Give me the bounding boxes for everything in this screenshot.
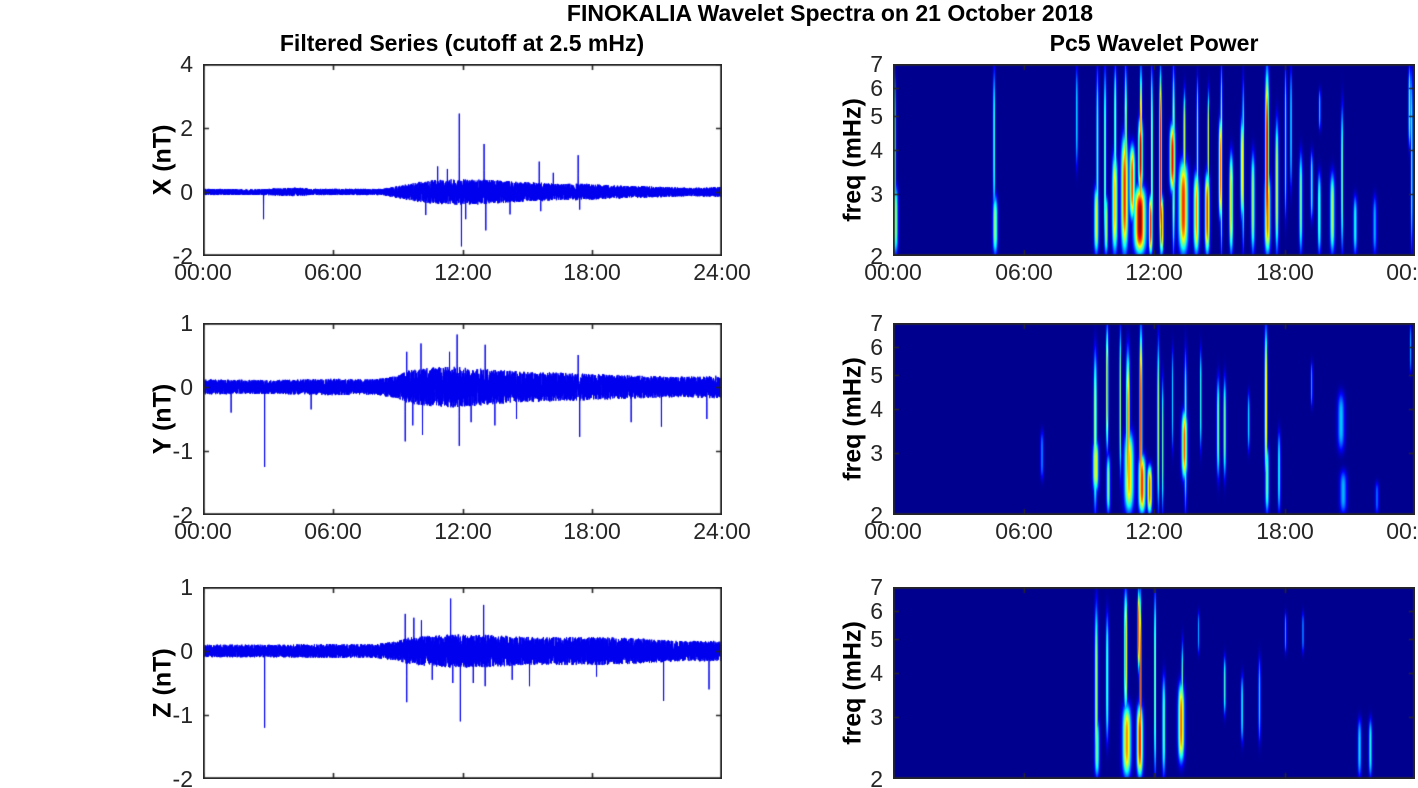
- ytick-label: -1: [172, 702, 193, 728]
- ytick-label: 3: [870, 440, 883, 466]
- ytick-label: 7: [870, 51, 883, 77]
- y-wavelet-spectrogram: [893, 323, 1415, 515]
- ytick-label: 7: [870, 574, 883, 600]
- ytick-label: 4: [180, 51, 193, 77]
- xtick-label: 00:00: [864, 518, 922, 544]
- xtick-label: 06:00: [304, 259, 362, 285]
- ytick-label: 5: [870, 362, 883, 388]
- ytick-label: -1: [172, 438, 193, 464]
- xtick-label: 00:00: [174, 518, 232, 544]
- ytick-label: 2: [870, 766, 883, 788]
- xtick-label: 18:00: [563, 259, 621, 285]
- ytick-label: 1: [180, 310, 193, 336]
- ytick-label: -2: [172, 766, 193, 788]
- ytick-label: 4: [870, 396, 883, 422]
- ytick-label: 3: [870, 181, 883, 207]
- ytick-label: 6: [870, 75, 883, 101]
- x-wavelet-spectrogram: [893, 64, 1415, 256]
- z-wavelet-spectrogram: [893, 587, 1415, 779]
- xtick-label: 18:00: [1256, 518, 1314, 544]
- xtick-label: 00:00: [1386, 518, 1418, 544]
- left-column-title: Filtered Series (cutoff at 2.5 mHz): [279, 30, 645, 56]
- ytick-label: 6: [870, 334, 883, 360]
- ytick-label: -2: [172, 243, 193, 269]
- ytick-label: 5: [870, 103, 883, 129]
- ytick-label: 2: [870, 243, 883, 269]
- xtick-label: 12:00: [1125, 259, 1183, 285]
- ytick-label: 6: [870, 598, 883, 624]
- x-series-plot: [203, 64, 722, 256]
- ytick-label: 5: [870, 626, 883, 652]
- ytick-label: 4: [870, 137, 883, 163]
- xtick-label: 00:00: [1386, 259, 1418, 285]
- xtick-label: 00:00: [174, 259, 232, 285]
- ytick-label: 7: [870, 310, 883, 336]
- ytick-label: 3: [870, 704, 883, 730]
- ytick-label: 4: [870, 660, 883, 686]
- ytick-label: 2: [180, 115, 193, 141]
- ytick-label: 1: [180, 574, 193, 600]
- xtick-label: 00:00: [864, 259, 922, 285]
- xtick-label: 18:00: [563, 518, 621, 544]
- y-series-plot: [203, 323, 722, 515]
- xtick-label: 06:00: [995, 259, 1053, 285]
- ytick-label: 0: [180, 638, 193, 664]
- ytick-label: 0: [180, 179, 193, 205]
- ytick-label: 0: [180, 374, 193, 400]
- figure-suptitle: FINOKALIA Wavelet Spectra on 21 October …: [566, 0, 1094, 26]
- xtick-label: 12:00: [434, 259, 492, 285]
- xtick-label: 24:00: [693, 518, 751, 544]
- xtick-label: 06:00: [995, 518, 1053, 544]
- xtick-label: 24:00: [693, 259, 751, 285]
- right-column-title: Pc5 Wavelet Power: [1049, 30, 1259, 56]
- xtick-label: 12:00: [434, 518, 492, 544]
- z-series-plot: [203, 587, 722, 779]
- ytick-label: 2: [870, 502, 883, 528]
- ytick-label: -2: [172, 502, 193, 528]
- xtick-label: 18:00: [1256, 259, 1314, 285]
- xtick-label: 12:00: [1125, 518, 1183, 544]
- xtick-label: 06:00: [304, 518, 362, 544]
